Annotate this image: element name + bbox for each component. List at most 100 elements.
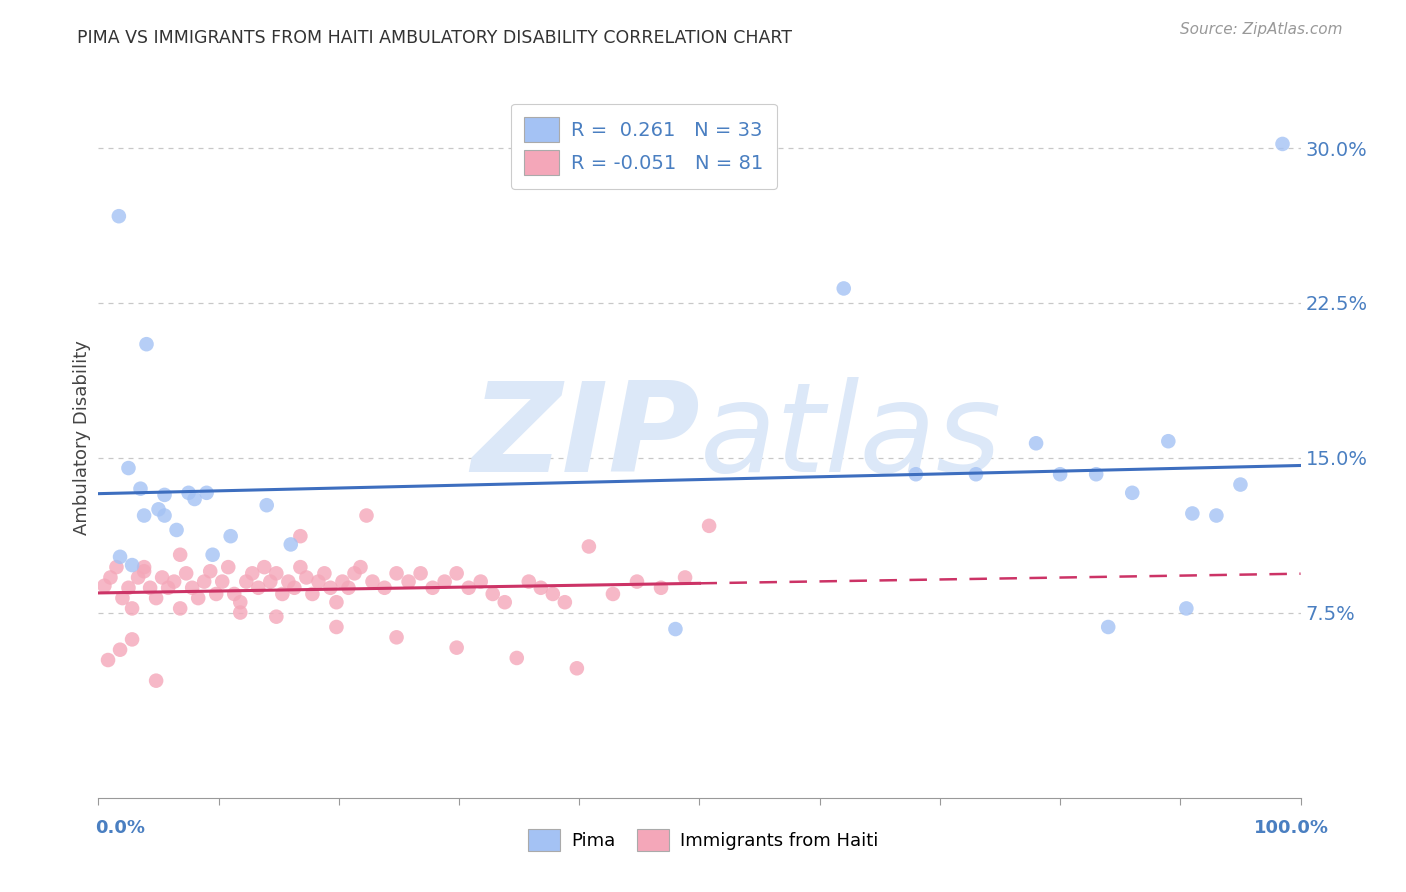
Point: [157, 581, 180, 595]
Point: [271, 587, 294, 601]
Point: [219, 529, 242, 543]
Point: [283, 581, 305, 595]
Text: ZIP: ZIP: [471, 376, 699, 498]
Point: [200, 564, 222, 578]
Point: [290, 529, 312, 543]
Point: [650, 581, 672, 595]
Point: [108, 549, 131, 564]
Point: [373, 581, 395, 595]
Point: [108, 642, 131, 657]
Point: [457, 581, 479, 595]
Point: [145, 591, 167, 606]
Point: [481, 587, 503, 601]
Point: [301, 587, 323, 601]
Point: [1229, 477, 1251, 491]
Point: [259, 574, 281, 589]
Point: [398, 574, 420, 589]
Point: [266, 566, 288, 581]
Point: [295, 570, 318, 584]
Point: [1049, 467, 1071, 482]
Point: [578, 540, 600, 554]
Point: [356, 508, 378, 523]
Point: [697, 519, 720, 533]
Point: [229, 595, 252, 609]
Point: [174, 566, 197, 581]
Point: [247, 581, 270, 595]
Point: [554, 595, 576, 609]
Point: [517, 574, 540, 589]
Point: [266, 609, 288, 624]
Point: [904, 467, 927, 482]
Point: [145, 673, 167, 688]
Point: [195, 485, 218, 500]
Point: [129, 482, 152, 496]
Point: [153, 488, 176, 502]
Point: [1271, 136, 1294, 151]
Point: [193, 574, 215, 589]
Point: [446, 566, 468, 581]
Point: [277, 574, 299, 589]
Point: [470, 574, 492, 589]
Point: [1157, 434, 1180, 449]
Point: [235, 574, 257, 589]
Point: [181, 581, 204, 595]
Point: [153, 508, 176, 523]
Point: [132, 508, 155, 523]
Point: [1175, 601, 1198, 615]
Text: 100.0%: 100.0%: [1254, 819, 1329, 837]
Point: [664, 622, 686, 636]
Point: [1085, 467, 1108, 482]
Point: [385, 630, 408, 644]
Point: [111, 591, 134, 606]
Point: [166, 523, 188, 537]
Point: [211, 574, 233, 589]
Y-axis label: Ambulatory Disability: Ambulatory Disability: [73, 340, 91, 534]
Point: [105, 560, 128, 574]
Point: [337, 581, 360, 595]
Point: [673, 570, 696, 584]
Point: [169, 548, 191, 562]
Point: [256, 498, 278, 512]
Point: [530, 581, 553, 595]
Point: [121, 632, 143, 647]
Point: [422, 581, 444, 595]
Point: [229, 606, 252, 620]
Point: [409, 566, 432, 581]
Point: [240, 566, 263, 581]
Point: [565, 661, 588, 675]
Point: [325, 595, 347, 609]
Point: [349, 560, 371, 574]
Point: [541, 587, 564, 601]
Point: [93, 579, 115, 593]
Point: [150, 570, 173, 584]
Point: [314, 566, 336, 581]
Point: [97, 653, 120, 667]
Point: [433, 574, 456, 589]
Point: [832, 281, 855, 295]
Point: [1025, 436, 1047, 450]
Legend: Pima, Immigrants from Haiti: Pima, Immigrants from Haiti: [520, 822, 886, 858]
Point: [307, 574, 329, 589]
Point: [965, 467, 987, 482]
Point: [602, 587, 624, 601]
Point: [117, 461, 139, 475]
Point: [343, 566, 366, 581]
Point: [253, 560, 276, 574]
Legend: R =  0.261   N = 33, R = -0.051   N = 81: R = 0.261 N = 33, R = -0.051 N = 81: [510, 103, 778, 188]
Text: Source: ZipAtlas.com: Source: ZipAtlas.com: [1180, 22, 1343, 37]
Point: [319, 581, 342, 595]
Point: [132, 564, 155, 578]
Point: [205, 587, 228, 601]
Point: [132, 560, 155, 574]
Point: [494, 595, 516, 609]
Point: [325, 620, 347, 634]
Point: [385, 566, 408, 581]
Point: [117, 581, 139, 595]
Point: [1205, 508, 1227, 523]
Point: [187, 591, 209, 606]
Point: [100, 570, 122, 584]
Point: [506, 651, 529, 665]
Point: [224, 587, 246, 601]
Point: [1121, 485, 1143, 500]
Point: [148, 502, 170, 516]
